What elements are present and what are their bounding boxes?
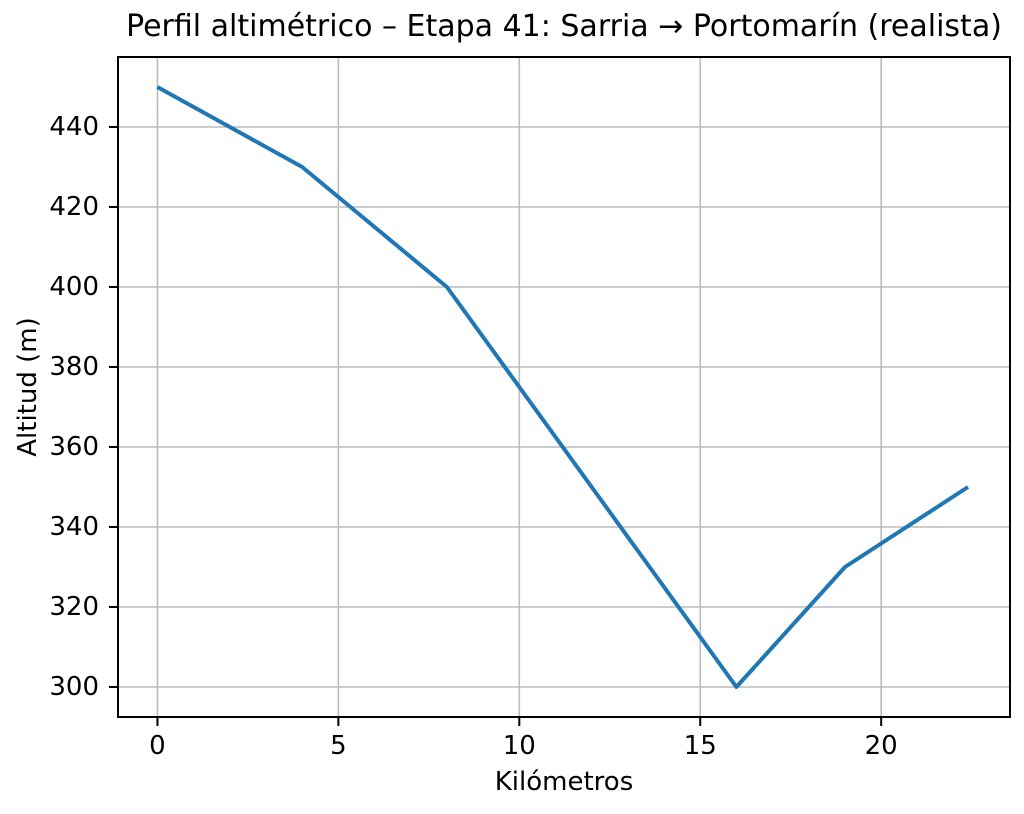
y-tick-label: 380 (49, 352, 99, 382)
y-tick-label: 440 (49, 112, 99, 142)
y-tick-label: 320 (49, 592, 99, 622)
y-tick-label: 340 (49, 512, 99, 542)
axes-border (117, 56, 1011, 718)
x-tick-label: 10 (502, 731, 536, 761)
x-tick-label: 20 (864, 731, 898, 761)
y-tick-label: 420 (49, 192, 99, 222)
x-tick-label: 0 (149, 731, 166, 761)
x-tick-label: 15 (683, 731, 717, 761)
y-tick-label: 300 (49, 672, 99, 702)
y-tick-label: 400 (49, 272, 99, 302)
x-axis-label: Kilómetros (494, 767, 634, 797)
chart-title: Perfil altimétrico – Etapa 41: Sarria → … (126, 9, 1002, 44)
y-tick-label: 360 (49, 432, 99, 462)
x-tick-label: 5 (330, 731, 347, 761)
elevation-profile-line (156, 85, 970, 689)
